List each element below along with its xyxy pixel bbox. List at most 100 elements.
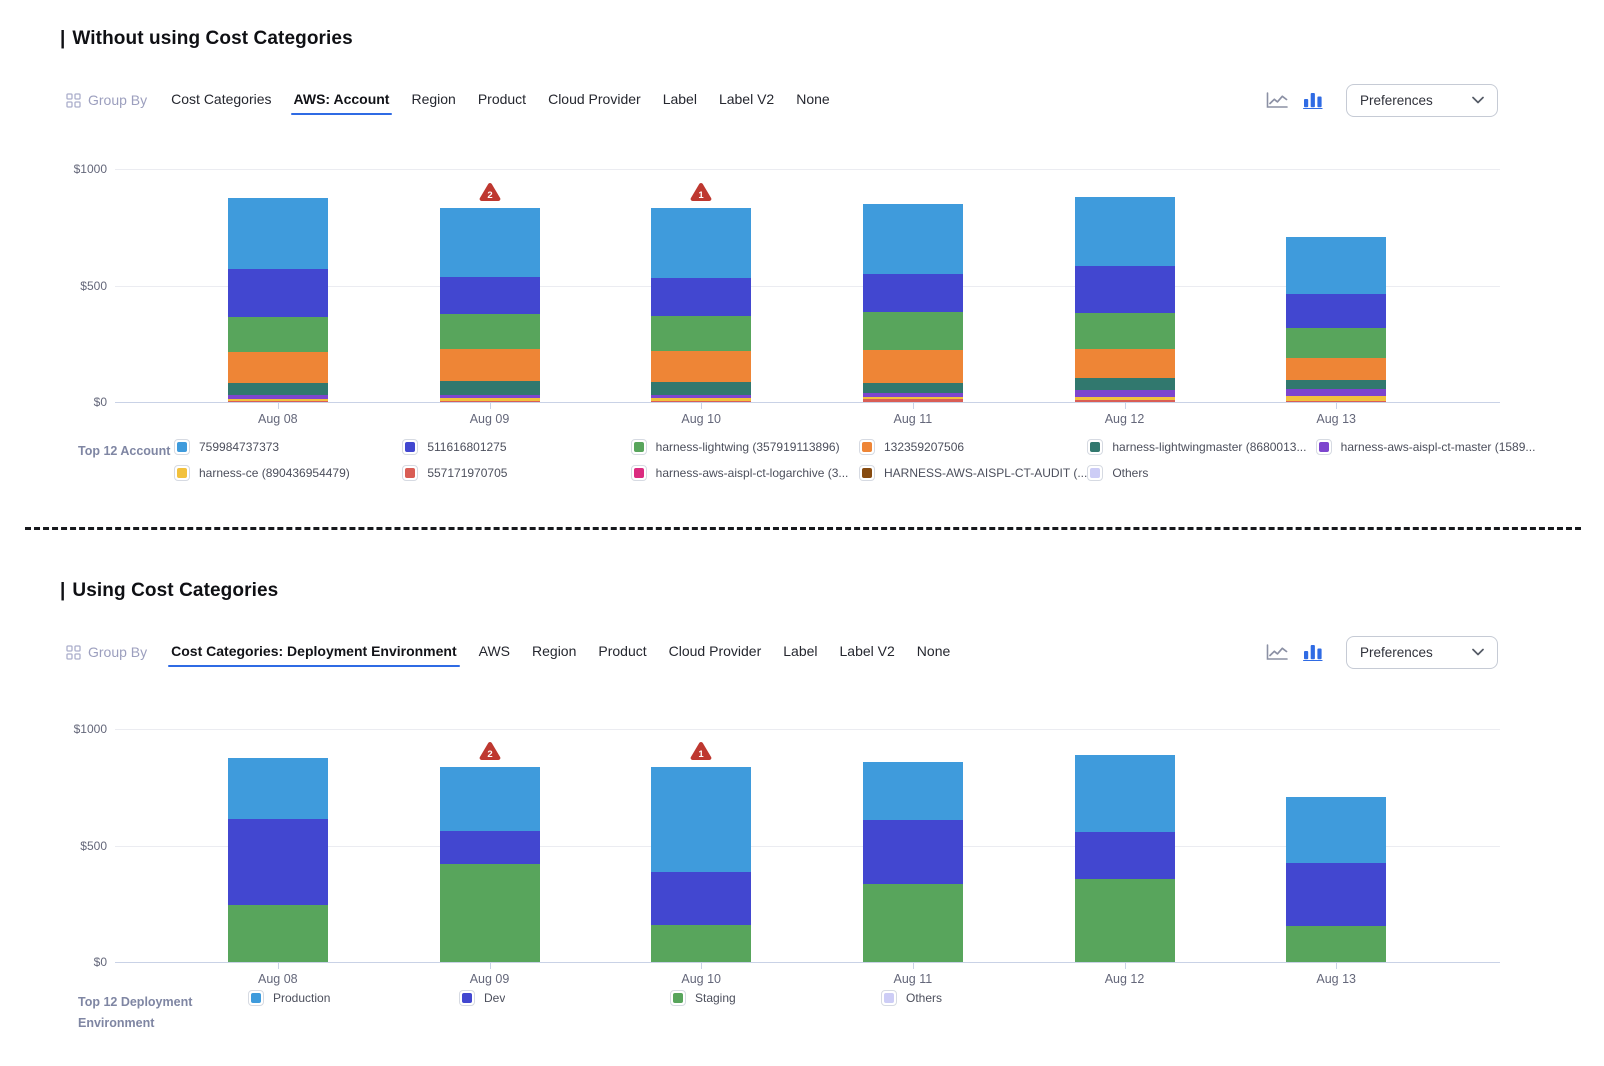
bar-segment-759984737373[interactable]	[651, 208, 752, 278]
legend-item-harness-aws-aispl-ct-master-1589[interactable]: harness-aws-aispl-ct-master (1589...	[1315, 439, 1544, 455]
legend-item-harness-aws-aispl-ct-audit[interactable]: HARNESS-AWS-AISPL-CT-AUDIT (...	[858, 465, 1087, 481]
stacked-bar[interactable]	[1286, 796, 1387, 962]
bar-segment-dev[interactable]	[1074, 831, 1175, 880]
preferences-button[interactable]: Preferences	[1346, 635, 1498, 669]
bar-segment-staging[interactable]	[439, 863, 540, 962]
bar-segment-production[interactable]	[439, 767, 540, 831]
stacked-bar[interactable]	[227, 197, 328, 402]
stacked-bar[interactable]	[1286, 236, 1387, 402]
preferences-button[interactable]: Preferences	[1346, 83, 1498, 117]
bar-segment-557171970705[interactable]	[227, 400, 328, 402]
bar-segment-dev[interactable]	[651, 872, 752, 925]
tab-product[interactable]: Product	[598, 643, 647, 659]
bar-chart-icon[interactable]	[1303, 92, 1323, 109]
bar-segment-harness-lightwing-357919113896[interactable]	[227, 316, 328, 352]
bar-segment-511616801275[interactable]	[227, 269, 328, 317]
bar-segment-staging[interactable]	[1286, 925, 1387, 962]
tab-label[interactable]: Label	[783, 643, 818, 659]
bar-segment-harness-lightwing-357919113896[interactable]	[862, 312, 963, 351]
bar-segment-staging[interactable]	[227, 905, 328, 962]
tab-none[interactable]: None	[916, 643, 951, 659]
bar-segment-harness-lightwingmaster-8680013[interactable]	[1286, 380, 1387, 390]
stacked-bar[interactable]	[862, 762, 963, 962]
bar-segment-harness-lightwing-357919113896[interactable]	[1074, 312, 1175, 350]
tab-region[interactable]: Region	[411, 91, 456, 107]
anomaly-badge[interactable]: 1	[690, 741, 713, 761]
tab-none[interactable]: None	[796, 91, 830, 107]
bar-segment-557171970705[interactable]	[862, 399, 963, 402]
stacked-bar[interactable]	[651, 767, 752, 962]
bar-segment-production[interactable]	[651, 767, 752, 873]
line-chart-icon[interactable]	[1266, 643, 1288, 661]
bar-segment-dev[interactable]	[439, 830, 540, 864]
bar-segment-759984737373[interactable]	[1286, 236, 1387, 295]
legend-item-harness-ce-890436954479[interactable]: harness-ce (890436954479)	[174, 465, 402, 481]
bar-segment-harness-lightwingmaster-8680013[interactable]	[862, 382, 963, 394]
bar-segment-production[interactable]	[1286, 796, 1387, 864]
bar-segment-dev[interactable]	[227, 818, 328, 906]
bar-segment-harness-lightwingmaster-8680013[interactable]	[439, 381, 540, 396]
bar-segment-harness-lightwing-357919113896[interactable]	[1286, 327, 1387, 358]
anomaly-badge[interactable]: 1	[690, 182, 713, 202]
bar-segment-759984737373[interactable]	[1074, 197, 1175, 267]
bar-segment-harness-lightwingmaster-8680013[interactable]	[651, 382, 752, 396]
bar-segment-511616801275[interactable]	[651, 277, 752, 316]
bar-segment-harness-ce-890436954479[interactable]	[862, 397, 963, 400]
bar-segment-557171970705[interactable]	[439, 400, 540, 402]
bar-segment-harness-lightwing-357919113896[interactable]	[439, 314, 540, 350]
bar-segment-production[interactable]	[862, 762, 963, 820]
stacked-bar[interactable]	[862, 203, 963, 402]
bar-segment-dev[interactable]	[1286, 863, 1387, 926]
bar-segment-dev[interactable]	[862, 819, 963, 885]
bar-segment-harness-ce-890436954479[interactable]	[1286, 396, 1387, 401]
bar-segment-511616801275[interactable]	[862, 273, 963, 313]
bar-segment-harness-aws-aispl-ct-master-1589[interactable]	[1074, 390, 1175, 398]
bar-segment-132359207506[interactable]	[439, 349, 540, 382]
bar-segment-132359207506[interactable]	[651, 350, 752, 383]
bar-segment-511616801275[interactable]	[1286, 294, 1387, 328]
bar-segment-harness-aws-aispl-ct-master-1589[interactable]	[862, 393, 963, 398]
bar-chart-icon[interactable]	[1303, 644, 1323, 661]
tab-cost-categories[interactable]: Cost Categories	[171, 91, 272, 107]
line-chart-icon[interactable]	[1266, 91, 1288, 109]
bar-segment-759984737373[interactable]	[439, 208, 540, 277]
bar-segment-staging[interactable]	[651, 925, 752, 962]
stacked-bar[interactable]	[227, 757, 328, 962]
bar-segment-harness-lightwing-357919113896[interactable]	[651, 315, 752, 351]
tab-label-v2[interactable]: Label V2	[718, 91, 775, 107]
bar-segment-511616801275[interactable]	[439, 276, 540, 315]
legend-item-759984737373[interactable]: 759984737373	[174, 439, 402, 455]
bar-segment-557171970705[interactable]	[1286, 400, 1387, 402]
legend-item-others[interactable]: Others	[881, 990, 1092, 1006]
tab-aws[interactable]: AWS	[478, 643, 511, 659]
tab-cost-categories-deployment-environment[interactable]: Cost Categories: Deployment Environment	[168, 637, 460, 667]
tab-cloud-provider[interactable]: Cloud Provider	[548, 91, 641, 107]
bar-segment-132359207506[interactable]	[227, 351, 328, 383]
legend-item-harness-lightwingmaster-8680013[interactable]: harness-lightwingmaster (8680013...	[1087, 439, 1315, 455]
bar-segment-132359207506[interactable]	[862, 350, 963, 383]
legend-item-others[interactable]: Others	[1087, 465, 1315, 481]
bar-segment-557171970705[interactable]	[651, 400, 752, 402]
tab-aws-account[interactable]: AWS: Account	[290, 85, 393, 115]
tab-product[interactable]: Product	[477, 91, 527, 107]
tab-region[interactable]: Region	[532, 643, 577, 659]
bar-segment-harness-ce-890436954479[interactable]	[651, 398, 752, 401]
legend-item-harness-aws-aispl-ct-logarchive-3[interactable]: harness-aws-aispl-ct-logarchive (3...	[630, 465, 859, 481]
anomaly-badge[interactable]: 2	[478, 741, 501, 761]
legend-item-132359207506[interactable]: 132359207506	[858, 439, 1087, 455]
legend-item-557171970705[interactable]: 557171970705	[402, 465, 630, 481]
legend-item-dev[interactable]: Dev	[459, 990, 670, 1006]
bar-segment-staging[interactable]	[862, 884, 963, 962]
bar-segment-harness-ce-890436954479[interactable]	[227, 398, 328, 401]
tab-label[interactable]: Label	[662, 91, 697, 107]
bar-segment-harness-aws-aispl-ct-master-1589[interactable]	[1286, 389, 1387, 397]
stacked-bar[interactable]	[1074, 755, 1175, 962]
bar-segment-harness-ce-890436954479[interactable]	[1074, 397, 1175, 400]
bar-segment-production[interactable]	[227, 757, 328, 819]
bar-segment-132359207506[interactable]	[1074, 349, 1175, 379]
bar-segment-511616801275[interactable]	[1074, 266, 1175, 313]
anomaly-badge[interactable]: 2	[478, 182, 501, 202]
stacked-bar[interactable]	[1074, 197, 1175, 402]
stacked-bar[interactable]	[439, 767, 540, 962]
bar-segment-harness-aws-aispl-ct-master-1589[interactable]	[227, 394, 328, 399]
